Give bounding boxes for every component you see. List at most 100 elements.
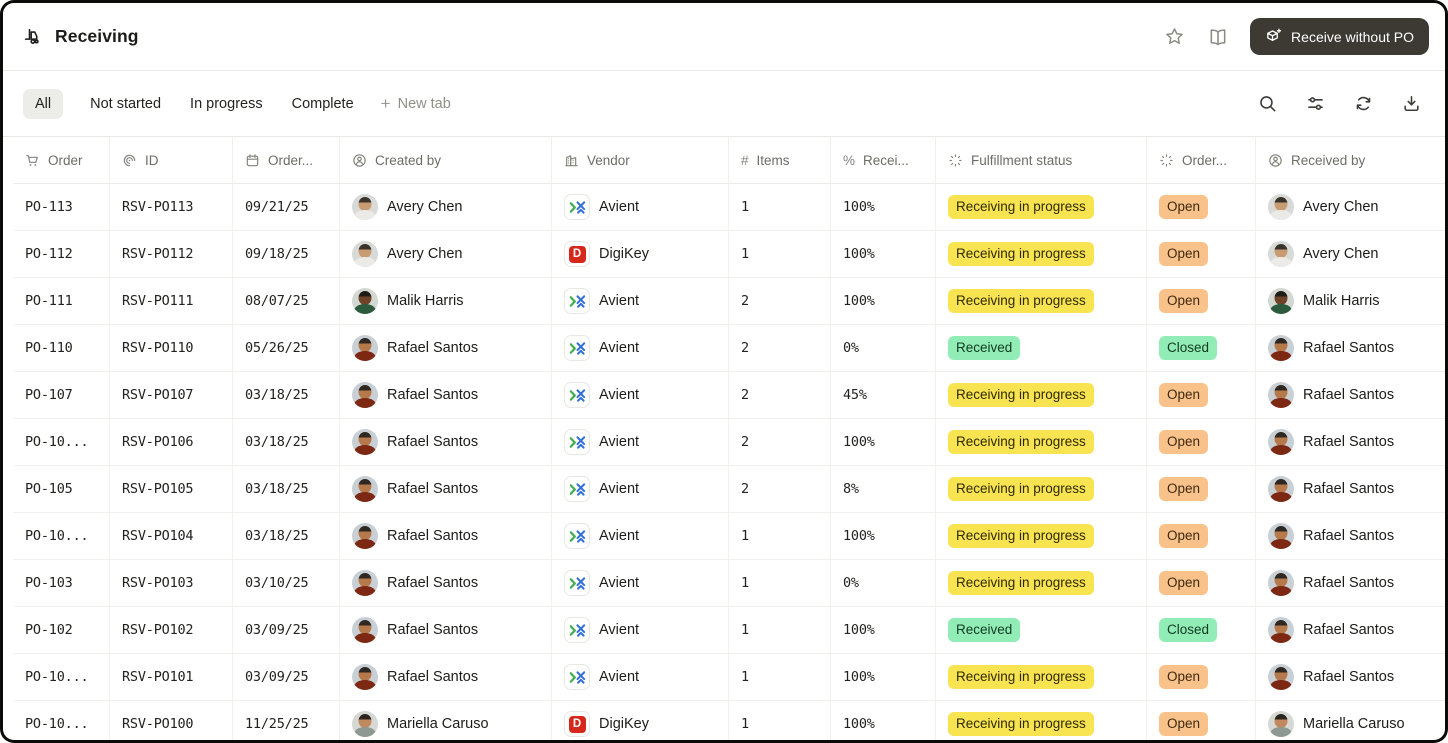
table-row[interactable]: PO-113 RSV-PO113 09/21/25 Avery Chen Avient 1… xyxy=(13,184,1445,231)
avatar xyxy=(352,241,378,267)
digikey-mark: D xyxy=(568,245,586,263)
table-row[interactable]: PO-102 RSV-PO102 03/09/25 Rafael Santos Avie… xyxy=(13,607,1445,654)
column-header-pct[interactable]: % Recei... xyxy=(831,137,936,183)
table-row[interactable]: PO-107 RSV-PO107 03/18/25 Rafael Santos Avie… xyxy=(13,372,1445,419)
cell-items: 1 xyxy=(729,701,831,740)
cell-fulfillment: Received xyxy=(936,607,1147,653)
avient-logo xyxy=(564,429,590,455)
new-tab-button[interactable]: + New tab xyxy=(381,95,451,112)
avatar xyxy=(1268,476,1294,502)
export-button[interactable] xyxy=(1395,87,1427,121)
column-header-date[interactable]: Order... xyxy=(233,137,340,183)
avatar xyxy=(1268,335,1294,361)
column-header-created_by[interactable]: Created by xyxy=(340,137,552,183)
digikey-logo: D xyxy=(564,711,590,737)
vendor-name: Avient xyxy=(599,481,640,497)
cell-items: 2 xyxy=(729,419,831,465)
avatar xyxy=(1268,194,1294,220)
cell-order_status: Open xyxy=(1147,654,1256,700)
download-icon xyxy=(1402,94,1421,113)
pct-value: 45% xyxy=(843,387,867,403)
avatar-shoulders xyxy=(354,633,376,643)
table-row[interactable]: PO-10... RSV-PO100 11/25/25 Mariella Caruso… xyxy=(13,701,1445,740)
fulfillment-status-badge: Receiving in progress xyxy=(948,194,1094,220)
avient-logo xyxy=(564,664,590,690)
vendor-name: Avient xyxy=(599,528,640,544)
percent-icon: % xyxy=(843,152,856,168)
person-name: Mariella Caruso xyxy=(387,716,489,732)
table-row[interactable]: PO-111 RSV-PO111 08/07/25 Malik Harris Avien… xyxy=(13,278,1445,325)
avatar-shoulders xyxy=(354,351,376,361)
avatar-shoulders xyxy=(354,304,376,314)
cell-created_by: Rafael Santos xyxy=(340,654,552,700)
cell-created_by: Rafael Santos xyxy=(340,325,552,371)
top-bar: Receiving xyxy=(3,3,1445,71)
avient-logo xyxy=(564,335,590,361)
column-header-vendor[interactable]: Vendor xyxy=(552,137,729,183)
avient-logo xyxy=(564,288,590,314)
person-name: Rafael Santos xyxy=(387,340,479,356)
tab-all[interactable]: All xyxy=(23,88,64,119)
items-value: 1 xyxy=(741,716,749,732)
table-row[interactable]: PO-105 RSV-PO105 03/18/25 Rafael Santos Avie… xyxy=(13,466,1445,513)
column-header-id[interactable]: ID xyxy=(110,137,233,183)
filter-settings-button[interactable] xyxy=(1299,87,1331,121)
order-status-badge: Closed xyxy=(1159,617,1218,643)
avatar xyxy=(352,335,378,361)
column-header-order[interactable]: Order xyxy=(13,137,110,183)
table-row[interactable]: PO-112 RSV-PO112 09/18/25 Avery Chen D DigiKe… xyxy=(13,231,1445,278)
favorite-star-button[interactable] xyxy=(1156,20,1192,54)
refresh-icon xyxy=(1354,94,1373,113)
tab-in-progress[interactable]: In progress xyxy=(190,95,263,112)
table-row[interactable]: PO-10... RSV-PO101 03/09/25 Rafael Santos Av… xyxy=(13,654,1445,701)
table-row[interactable]: PO-10... RSV-PO104 03/18/25 Rafael Santos Av… xyxy=(13,513,1445,560)
avatar-shoulders xyxy=(354,727,376,737)
tab-not-started[interactable]: Not started xyxy=(90,95,162,112)
cell-items: 1 xyxy=(729,513,831,559)
avatar xyxy=(1268,711,1294,737)
cell-date: 03/10/25 xyxy=(233,560,340,606)
items-value: 2 xyxy=(741,340,749,356)
cell-items: 1 xyxy=(729,184,831,230)
table-row[interactable]: PO-103 RSV-PO103 03/10/25 Rafael Santos Avie… xyxy=(13,560,1445,607)
cell-vendor: Avient xyxy=(552,372,729,418)
table-row[interactable]: PO-110 RSV-PO110 05/26/25 Rafael Santos Avie… xyxy=(13,325,1445,372)
refresh-button[interactable] xyxy=(1347,87,1379,121)
cell-order_status: Open xyxy=(1147,466,1256,512)
title-group: Receiving xyxy=(23,26,139,47)
avatar-head xyxy=(1274,197,1288,211)
avatar-shoulders xyxy=(354,680,376,690)
order-value: PO-113 xyxy=(25,199,73,215)
column-header-items[interactable]: # Items xyxy=(729,137,831,183)
cell-fulfillment: Receiving in progress xyxy=(936,231,1147,277)
avatar-head xyxy=(1274,291,1288,305)
avatar xyxy=(1268,664,1294,690)
order-value: PO-110 xyxy=(25,340,73,356)
search-button[interactable] xyxy=(1251,87,1283,121)
fulfillment-status-badge: Receiving in progress xyxy=(948,711,1094,737)
cell-fulfillment: Receiving in progress xyxy=(936,466,1147,512)
receive-without-po-button[interactable]: Receive without PO xyxy=(1250,18,1429,55)
vendor-name: Avient xyxy=(599,622,640,638)
cell-date: 03/18/25 xyxy=(233,372,340,418)
avatar-head xyxy=(1274,432,1288,446)
vendor-name: Avient xyxy=(599,669,640,685)
table-header-row: Order ID Order... Created by Vendor # Items% Re… xyxy=(13,137,1445,184)
id-value: RSV-PO101 xyxy=(122,669,194,685)
tab-complete[interactable]: Complete xyxy=(291,95,354,112)
docs-button[interactable] xyxy=(1200,20,1236,54)
table-row[interactable]: PO-10... RSV-PO106 03/18/25 Rafael Santos Av… xyxy=(13,419,1445,466)
cell-id: RSV-PO103 xyxy=(110,560,233,606)
column-header-received_by[interactable]: Received by xyxy=(1256,137,1444,183)
column-label-order_status: Order... xyxy=(1182,152,1228,168)
cell-date: 03/09/25 xyxy=(233,607,340,653)
pct-value: 8% xyxy=(843,481,859,497)
column-header-fulfillment[interactable]: Fulfillment status xyxy=(936,137,1147,183)
cell-vendor: Avient xyxy=(552,513,729,559)
cell-fulfillment: Receiving in progress xyxy=(936,419,1147,465)
avatar xyxy=(352,429,378,455)
fulfillment-status-badge: Receiving in progress xyxy=(948,382,1094,408)
avient-logo xyxy=(564,570,590,596)
column-header-order_status[interactable]: Order... xyxy=(1147,137,1256,183)
vendor-name: Avient xyxy=(599,575,640,591)
